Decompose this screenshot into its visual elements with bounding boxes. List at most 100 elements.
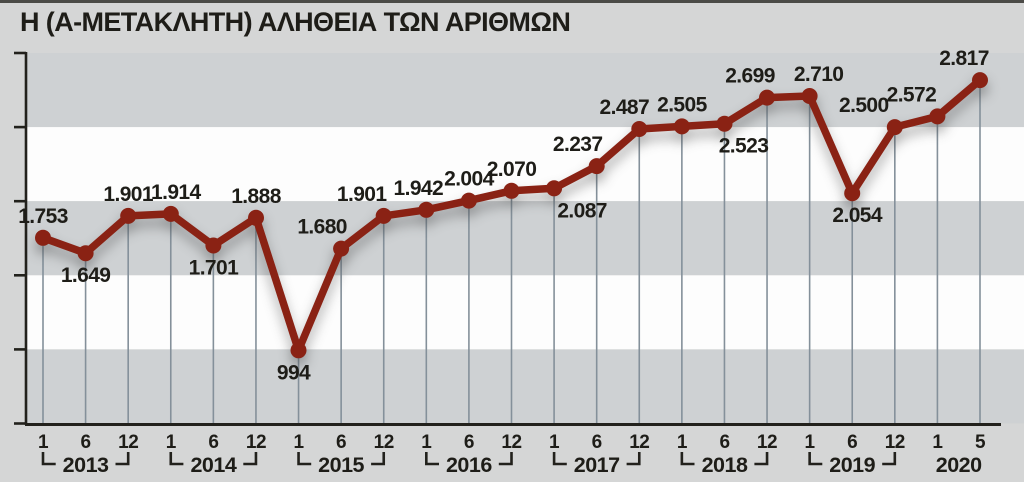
point-value-label: 2.487 (600, 96, 650, 119)
data-point (120, 207, 137, 224)
data-point (333, 240, 350, 257)
data-point (631, 121, 648, 137)
point-value-label: 2.699 (725, 65, 775, 88)
year-bracket-left (425, 452, 439, 466)
point-value-label: 2.070 (487, 158, 537, 181)
year-bracket-left (297, 452, 312, 466)
point-value-label: 2.004 (444, 168, 494, 191)
data-point (375, 207, 392, 224)
point-value-label: 1.942 (394, 177, 444, 200)
point-value-label: 1.649 (61, 264, 111, 287)
background-band (26, 201, 1024, 276)
x-axis-year-label: 2016 (446, 453, 492, 477)
data-point (716, 115, 733, 132)
x-tick-month-label: 12 (246, 432, 266, 453)
year-bracket-right (115, 452, 130, 466)
x-axis-year-label: 2015 (318, 453, 364, 477)
data-series (35, 72, 988, 359)
point-value-label: 1.680 (297, 216, 347, 239)
year-bracket-left (680, 452, 695, 466)
point-value-label: 2.237 (553, 133, 603, 156)
data-point (673, 118, 690, 135)
year-bracket-left (552, 452, 567, 466)
year-bracket-right (626, 452, 641, 466)
x-tick-month-label: 12 (629, 432, 649, 453)
x-tick-month-label: 1 (677, 432, 688, 453)
x-tick-month-label: 5 (975, 432, 986, 453)
point-value-label: 2.817 (939, 47, 989, 70)
x-tick-month-label: 1 (166, 432, 177, 453)
point-value-label: 1.701 (189, 257, 239, 280)
data-point (35, 229, 51, 246)
point-value-label: 1.888 (231, 185, 281, 208)
year-bracket-left (808, 452, 823, 466)
data-point (929, 108, 946, 125)
data-point (162, 205, 179, 222)
x-tick-month-label: 12 (885, 432, 905, 453)
point-value-label: 2.505 (657, 93, 707, 116)
data-point (205, 237, 222, 254)
x-tick-month-label: 6 (719, 432, 729, 453)
data-point (801, 88, 818, 104)
x-tick-month-label: 1 (932, 432, 943, 453)
x-tick-month-label: 6 (847, 432, 857, 453)
x-axis-year-label: 2019 (829, 453, 875, 477)
year-bracket-left (169, 452, 184, 466)
data-point (546, 180, 563, 197)
year-bracket-left (41, 452, 56, 466)
x-tick-month-label: 6 (81, 432, 91, 453)
year-bracket-right (754, 452, 769, 466)
x-axis-year-label: 2020 (936, 453, 982, 477)
point-value-label: 994 (277, 361, 311, 384)
x-axis-year-label: 2018 (702, 453, 748, 477)
data-point (588, 158, 605, 175)
point-value-label: 1.914 (151, 181, 201, 204)
point-value-label: 2.523 (719, 135, 769, 158)
top-border (0, 0, 1024, 3)
x-tick-month-label: 12 (118, 432, 138, 453)
x-tick-month-label: 12 (374, 432, 394, 453)
x-tick-month-label: 1 (421, 432, 432, 453)
x-tick-month-label: 6 (464, 432, 474, 453)
point-value-label: 2.087 (557, 199, 607, 222)
data-point (248, 209, 264, 226)
point-value-label: 2.054 (832, 204, 882, 227)
x-tick-month-label: 6 (336, 432, 346, 453)
year-bracket-right (371, 452, 386, 466)
data-point (77, 245, 94, 262)
year-bracket-right (882, 452, 897, 466)
point-value-label: 2.572 (887, 83, 937, 106)
x-tick-month-label: 12 (501, 432, 521, 453)
year-bracket-right (498, 452, 513, 466)
data-point (418, 201, 435, 218)
x-tick-month-label: 12 (757, 432, 777, 453)
x-tick-month-label: 1 (805, 432, 816, 453)
background-band (26, 349, 1024, 424)
x-tick-month-label: 6 (592, 432, 602, 453)
data-point (972, 72, 988, 89)
x-tick-month-label: 1 (38, 432, 49, 453)
point-value-label: 1.901 (103, 183, 153, 206)
x-axis-year-label: 2013 (63, 453, 109, 477)
x-axis-year-label: 2017 (574, 453, 620, 477)
data-point (759, 89, 775, 106)
background-band (26, 53, 1024, 128)
chart-title: Η (Α-ΜΕΤΑΚΛΗΤΗ) ΑΛΗΘΕΙΑ ΤΩΝ ΑΡΙΘΜΩΝ (20, 7, 571, 37)
x-tick-month-label: 6 (208, 432, 218, 453)
data-point (503, 182, 520, 199)
x-tick-month-label: 1 (293, 432, 304, 453)
x-axis-year-label: 2014 (190, 453, 236, 477)
data-point (844, 185, 861, 202)
point-value-label: 2.710 (794, 63, 844, 86)
data-point (460, 192, 477, 209)
point-value-label: 1.901 (337, 183, 387, 206)
year-bracket-right (243, 452, 258, 466)
data-point (886, 119, 903, 136)
data-point (290, 342, 307, 359)
point-value-label: 2.500 (839, 94, 889, 117)
background-band (26, 275, 1024, 350)
x-tick-month-label: 1 (549, 432, 560, 453)
point-value-label: 1.753 (18, 205, 68, 228)
